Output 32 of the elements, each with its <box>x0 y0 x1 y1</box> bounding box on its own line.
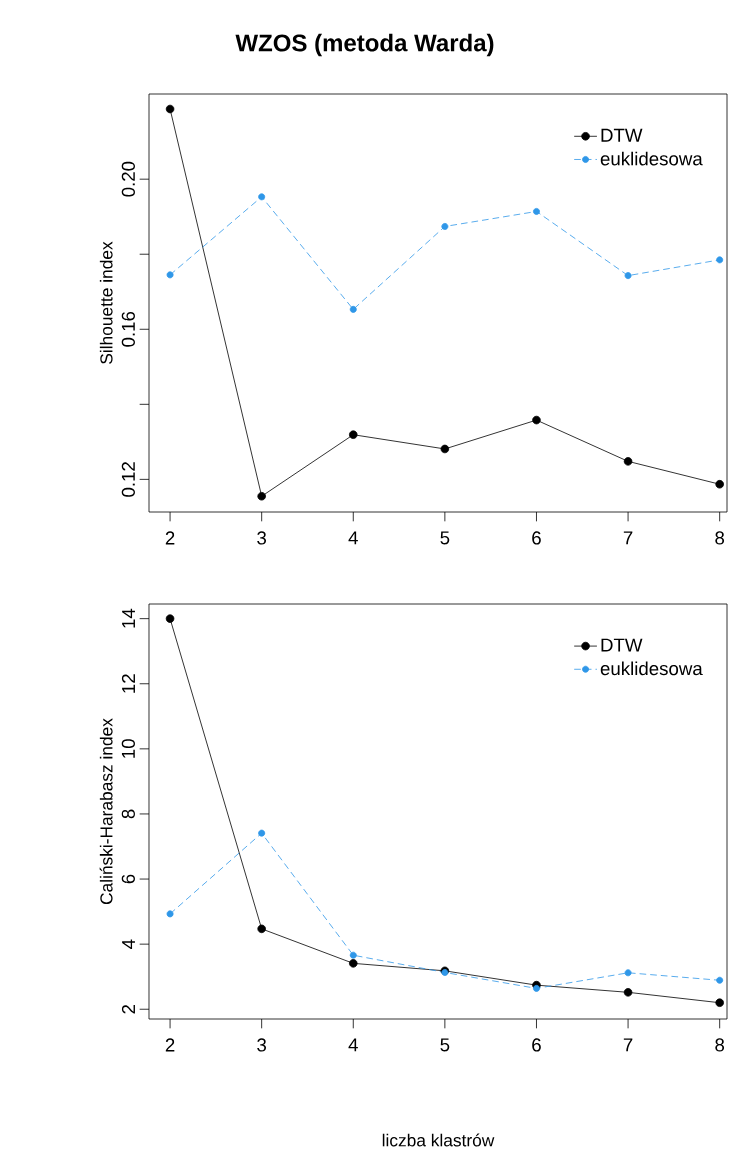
y-tick-label: 12 <box>121 674 135 693</box>
legend-label: DTW <box>601 128 643 142</box>
y-tick-label: 8 <box>121 809 135 819</box>
x-tick-label: 8 <box>715 531 725 545</box>
y-tick-label: 4 <box>122 939 135 949</box>
x-tick-label: 7 <box>623 1038 633 1052</box>
x-tick-label: 4 <box>348 1038 358 1052</box>
legend-label: euklidesowa <box>600 151 703 166</box>
x-tick-label: 5 <box>440 531 450 545</box>
x-tick-label: 6 <box>532 531 541 545</box>
y-axis-title: Silhouette index <box>99 241 113 364</box>
y-tick-label: 0.20 <box>121 161 135 197</box>
y-tick-label: 0.16 <box>121 311 135 347</box>
y-tick-label: 2 <box>121 1004 135 1014</box>
legend-label: DTW <box>601 638 643 652</box>
legend-label: euklidesowa <box>600 661 703 676</box>
x-tick-label: 2 <box>165 1038 175 1052</box>
x-axis-title: liczba klastrów <box>382 1133 495 1147</box>
x-tick-label: 6 <box>532 1038 541 1052</box>
x-tick-label: 5 <box>440 1038 450 1052</box>
y-tick-label: 6 <box>121 874 135 884</box>
x-tick-label: 7 <box>623 531 633 545</box>
y-tick-label: 10 <box>121 739 135 758</box>
x-tick-label: 2 <box>165 531 175 545</box>
x-tick-label: 3 <box>257 531 267 545</box>
y-axis-title: Caliński-Harabasz index <box>99 718 113 905</box>
y-tick-label: 0.12 <box>121 462 135 497</box>
x-tick-label: 4 <box>348 531 358 545</box>
y-tick-label: 14 <box>122 608 135 628</box>
chart-title: WZOS (metoda Warda) <box>235 33 494 57</box>
x-tick-label: 3 <box>257 1038 267 1052</box>
x-tick-label: 8 <box>715 1038 725 1052</box>
